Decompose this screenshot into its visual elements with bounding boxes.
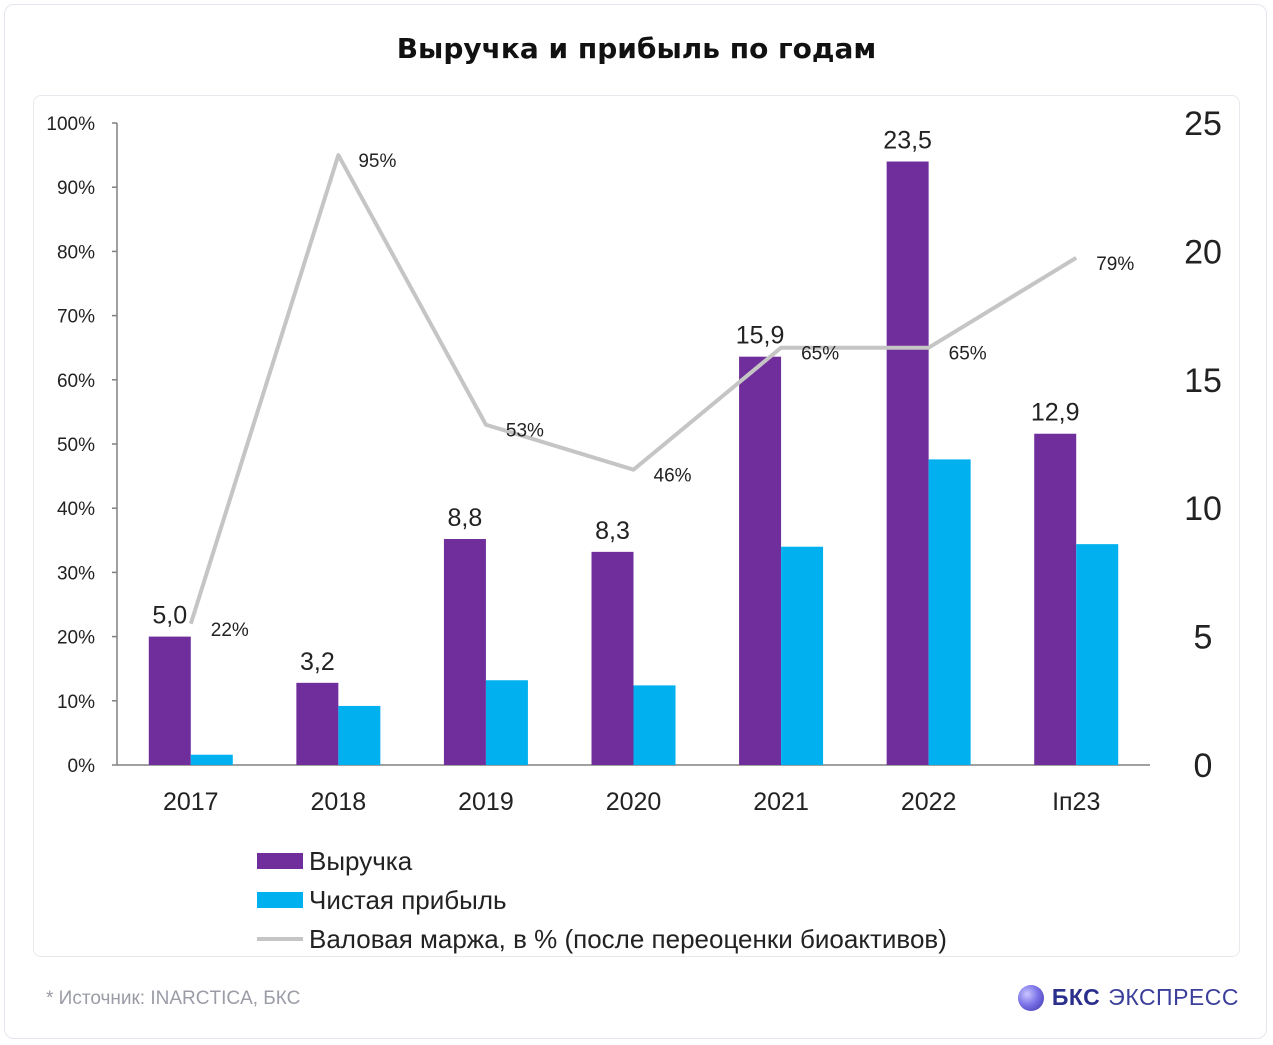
revenue-bar — [739, 356, 782, 765]
x-axis-tick-label: 2019 — [458, 788, 514, 816]
right-axis-tick-label: 10 — [1184, 490, 1222, 528]
revenue-value-label: 8,8 — [448, 504, 483, 532]
left-axis-tick-label: 30% — [57, 563, 95, 584]
left-axis-tick-label: 50% — [57, 435, 95, 456]
x-axis-tick-label: 2022 — [901, 788, 957, 816]
profit-bar — [781, 546, 824, 765]
revenue-bar — [591, 551, 634, 765]
legend-swatch-revenue — [257, 853, 303, 869]
card-frame — [4, 4, 1267, 1039]
x-axis-tick-label: 2020 — [606, 788, 662, 816]
chart-panel — [33, 95, 1240, 957]
profit-bar — [1076, 544, 1119, 765]
margin-value-label: 95% — [358, 151, 396, 172]
revenue-bar — [148, 636, 191, 765]
left-axis-tick-label: 20% — [57, 628, 95, 649]
margin-value-label: 79% — [1096, 254, 1134, 275]
revenue-value-label: 5,0 — [152, 602, 187, 630]
margin-value-label: 65% — [801, 344, 839, 365]
brand-logo[interactable]: БКС ЭКСПРЕСС — [1017, 984, 1239, 1011]
left-axis-tick-label: 10% — [57, 692, 95, 713]
chart-title: Выручка и прибыль по годам — [396, 32, 877, 65]
revenue-value-label: 3,2 — [300, 648, 335, 676]
legend-swatch-profit — [257, 892, 303, 908]
margin-value-label: 22% — [211, 620, 249, 641]
right-axis-tick-label: 5 — [1194, 619, 1213, 657]
revenue-value-label: 12,9 — [1031, 399, 1080, 427]
left-axis-tick-label: 0% — [68, 756, 96, 777]
revenue-bar — [886, 161, 929, 765]
legend-label-profit: Чистая прибыль — [309, 885, 507, 915]
revenue-bar — [1034, 433, 1077, 765]
revenue-value-label: 8,3 — [595, 517, 630, 545]
legend-label-revenue: Выручка — [309, 846, 413, 876]
profit-bar — [633, 685, 676, 765]
left-axis-tick-label: 40% — [57, 499, 95, 520]
right-axis-tick-label: 0 — [1194, 747, 1213, 785]
x-axis-tick-label: 2017 — [163, 788, 219, 816]
source-note: * Источник: INARCTICA, БКС — [46, 988, 301, 1009]
left-axis-tick-label: 60% — [57, 371, 95, 392]
margin-value-label: 53% — [506, 421, 544, 442]
right-axis-tick-label: 15 — [1184, 362, 1222, 400]
right-axis-tick-label: 25 — [1184, 105, 1222, 143]
bks-sphere-icon — [1017, 984, 1044, 1011]
legend-label-margin: Валовая маржа, в % (после переоценки био… — [309, 924, 947, 954]
left-axis-tick-label: 90% — [57, 178, 95, 199]
brand-name-bold: БКС — [1051, 984, 1101, 1010]
profit-bar — [485, 680, 528, 765]
profit-bar — [928, 459, 971, 765]
x-axis-tick-label: 2018 — [311, 788, 367, 816]
revenue-bar — [296, 682, 339, 765]
x-axis-tick-label: 2021 — [753, 788, 809, 816]
brand-name-rest: ЭКСПРЕСС — [1108, 984, 1239, 1010]
left-axis-tick-label: 70% — [57, 307, 95, 328]
revenue-value-label: 15,9 — [736, 322, 785, 350]
right-axis-tick-label: 20 — [1184, 233, 1222, 271]
margin-value-label: 65% — [949, 344, 987, 365]
revenue-bar — [443, 539, 486, 765]
profit-bar — [190, 754, 233, 765]
margin-value-label: 46% — [654, 466, 692, 487]
x-axis-tick-label: Iп23 — [1052, 788, 1100, 816]
profit-bar — [338, 705, 381, 765]
left-axis-tick-label: 100% — [46, 114, 95, 135]
revenue-value-label: 23,5 — [883, 127, 932, 155]
left-axis-tick-label: 80% — [57, 242, 95, 263]
